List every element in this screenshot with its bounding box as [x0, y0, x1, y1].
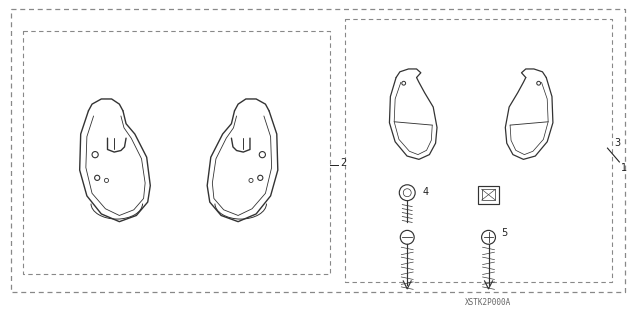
- Text: XSTK2P000A: XSTK2P000A: [465, 298, 511, 307]
- Text: 3: 3: [614, 138, 621, 148]
- Text: 4: 4: [422, 187, 428, 197]
- Text: 2: 2: [340, 158, 346, 168]
- Text: 5: 5: [501, 228, 508, 238]
- Text: 1: 1: [621, 163, 627, 173]
